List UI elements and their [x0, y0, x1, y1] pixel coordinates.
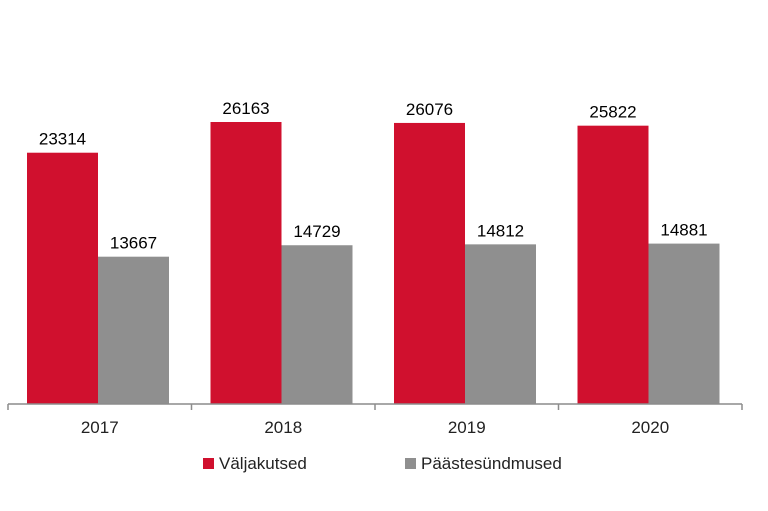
bar-p-stes-ndmused-2017	[98, 256, 169, 404]
data-label-0-2020: 25822	[589, 103, 636, 122]
data-label-1-2017: 13667	[110, 234, 157, 253]
x-tick-label-2020: 2020	[631, 418, 669, 437]
data-label-1-2020: 14881	[660, 221, 707, 240]
x-axis-ticks-group: 2017 2018 2019 2020	[7, 404, 743, 437]
data-label-1-2019: 14812	[477, 221, 524, 240]
legend-label-1: Päästesündmused	[421, 454, 562, 473]
bar-p-stes-ndmused-2020	[648, 243, 720, 404]
legend-label-0: Väljakutsed	[219, 454, 307, 473]
x-tick-label-2019: 2019	[448, 418, 486, 437]
bar-v-ljakutsed-2017	[27, 152, 98, 404]
bar-v-ljakutsed-2019	[394, 122, 465, 404]
data-label-1-2018: 14729	[293, 222, 340, 241]
data-label-0-2019: 26076	[406, 100, 453, 119]
bars-group	[27, 122, 720, 404]
legend-swatch-1	[405, 458, 416, 469]
legend: Väljakutsed Päästesündmused	[203, 454, 562, 473]
x-tick-label-2018: 2018	[264, 418, 302, 437]
bar-p-stes-ndmused-2019	[465, 244, 536, 404]
bar-p-stes-ndmused-2018	[281, 245, 353, 404]
data-label-0-2017: 23314	[39, 130, 86, 149]
x-tick-label-2017: 2017	[81, 418, 119, 437]
data-labels-group: 23314 13667 26163 14729 26076 14812 25822 14881	[39, 99, 708, 253]
bar-v-ljakutsed-2020	[577, 125, 649, 404]
legend-swatch-0	[203, 458, 214, 469]
bar-v-ljakutsed-2018	[210, 122, 282, 404]
data-label-0-2018: 26163	[222, 99, 269, 118]
